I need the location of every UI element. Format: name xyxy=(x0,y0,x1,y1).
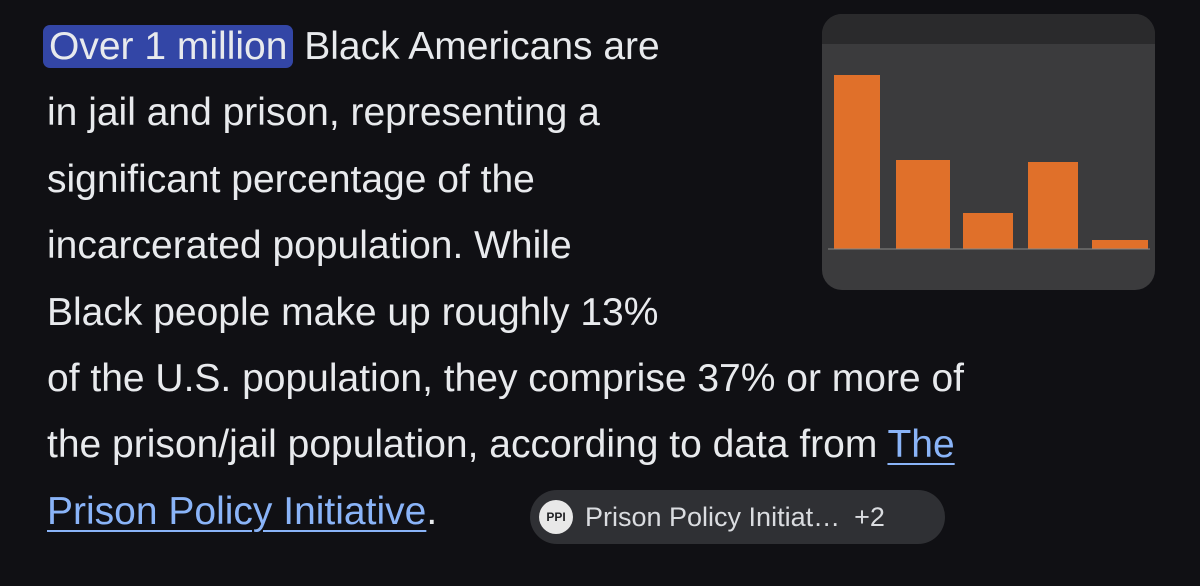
text: . xyxy=(426,489,438,533)
result-thumbnail[interactable] xyxy=(822,14,1155,290)
text: Black Americans are xyxy=(293,25,660,68)
thumbnail-bar xyxy=(1092,240,1148,249)
source-link[interactable]: Prison Policy Initiative xyxy=(47,489,427,533)
thumbnail-bar xyxy=(834,75,880,249)
text-line: Over 1 million Black Americans are xyxy=(43,21,660,73)
highlighted-text: Over 1 million xyxy=(43,25,294,68)
text: significant percentage of the xyxy=(47,157,535,201)
text-line: Prison Policy Initiative. xyxy=(47,486,437,538)
thumbnail-header xyxy=(822,14,1155,44)
text: Black people make up roughly 13% xyxy=(47,290,659,334)
text: the prison/jail population, according to… xyxy=(47,423,888,467)
thumbnail-bar xyxy=(896,160,950,249)
source-chip[interactable]: PPI Prison Policy Initiat… +2 xyxy=(530,490,945,544)
text: incarcerated population. While xyxy=(47,224,572,268)
source-logo: PPI xyxy=(539,500,573,534)
text: of the U.S. population, they comprise 37… xyxy=(47,357,964,400)
source-count: +2 xyxy=(854,501,885,532)
thumbnail-bar xyxy=(1028,162,1078,249)
text-line: incarcerated population. While xyxy=(47,220,572,272)
thumbnail-bar xyxy=(963,213,1013,249)
text: in jail and prison, representing a xyxy=(47,91,600,135)
text-line: of the U.S. population, they comprise 37… xyxy=(47,353,964,405)
text-line: significant percentage of the xyxy=(47,154,535,206)
text-line: in jail and prison, representing a xyxy=(47,87,600,139)
source-label: Prison Policy Initiat… xyxy=(585,501,841,532)
text-line: the prison/jail population, according to… xyxy=(47,419,955,471)
source-link[interactable]: The xyxy=(887,423,955,467)
text-line: Black people make up roughly 13% xyxy=(47,287,658,339)
